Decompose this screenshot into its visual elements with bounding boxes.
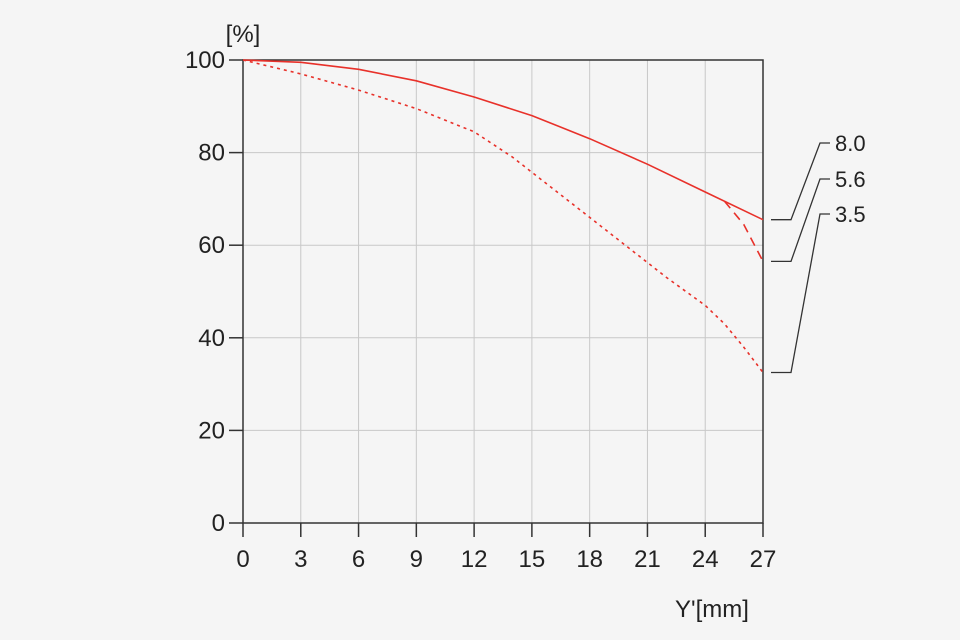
y-tick-label: 100 — [185, 47, 225, 74]
series — [242, 59, 764, 373]
x-tick-label: 27 — [750, 546, 777, 573]
x-tick-label: 12 — [461, 546, 488, 573]
series-line-5-6 — [723, 200, 764, 262]
x-tick-label: 18 — [576, 546, 603, 573]
legend-label-8-0: 8.0 — [835, 131, 866, 156]
x-tick-label: 21 — [634, 546, 661, 573]
y-axis-label: [%] — [226, 21, 261, 48]
legend-leader-3-5 — [771, 213, 830, 374]
legend: 8.0 5.6 3.5 — [771, 131, 866, 374]
x-tick-label: 6 — [352, 546, 365, 573]
legend-leader-5-6 — [771, 178, 830, 263]
legend-label-5-6: 5.6 — [835, 167, 866, 192]
y-tick-label: 80 — [198, 140, 225, 167]
x-axis-label: Y'[mm] — [675, 596, 749, 623]
x-tick-label: 24 — [692, 546, 719, 573]
series-line-8-0 — [242, 59, 764, 221]
legend-label-3-5: 3.5 — [835, 202, 866, 227]
axes: 0 20 40 60 80 100 0 3 6 9 12 15 18 21 24 27 — [185, 47, 776, 573]
x-tick-label: 9 — [410, 546, 423, 573]
series-line-3-5 — [242, 59, 764, 373]
x-tick-label: 3 — [294, 546, 307, 573]
y-tick-label: 60 — [198, 232, 225, 259]
plot-frame — [242, 59, 764, 524]
y-tick-label: 20 — [198, 417, 225, 444]
x-tick-label: 0 — [236, 546, 249, 573]
x-tick-label: 15 — [519, 546, 546, 573]
grid — [243, 60, 763, 523]
legend-leader-8-0 — [771, 142, 830, 221]
y-tick-label: 40 — [198, 325, 225, 352]
y-tick-label: 0 — [212, 510, 225, 537]
